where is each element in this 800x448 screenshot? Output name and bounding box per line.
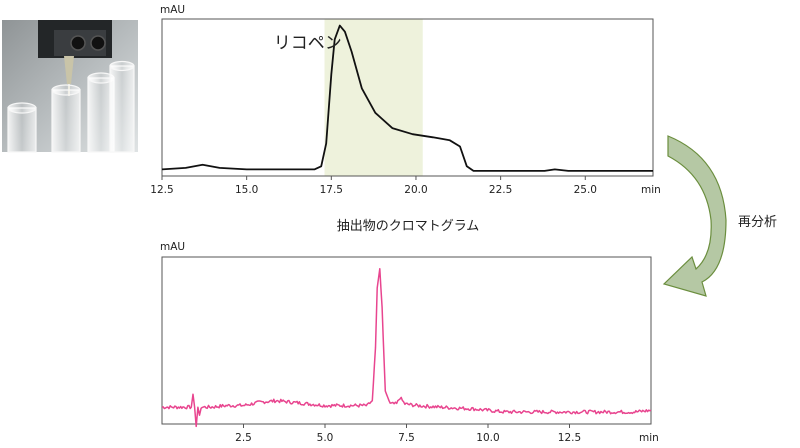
chart-top-ylabel: mAU [160,4,185,16]
chart-bottom-line [161,267,652,428]
chart-top-xtick-label: 12.5 [150,184,173,196]
curved-arrow-icon [662,135,727,297]
chart-top-plot-frame [161,18,654,177]
chart-bottom-ylabel: mAU [160,241,185,253]
autosampler-vials-photo [2,20,138,153]
chart-top-xtick-label: 25.0 [574,184,597,196]
chart-top: mAU 12.5 15.0 17.5 20.0 22.5 25.0 min リコペン 抽出物… [150,4,661,234]
reanalysis-arrow: 再分析 [662,135,777,297]
chart-top-xtick-label: 20.0 [404,184,427,196]
chart-top-xlabel: min [641,184,661,196]
chart-top-line [161,24,653,172]
chart-bottom-xtick-label: 5.0 [317,432,334,444]
chart-bottom-xlabel: min [639,432,659,444]
chart-bottom-xtick-label: 12.5 [558,432,581,444]
chart-bottom-xtick-label: 2.5 [235,432,252,444]
chart-top-xtick-label: 22.5 [489,184,512,196]
chart-top-xtick-label: 15.0 [235,184,258,196]
chart-top-title: 抽出物のクロマトグラム [337,219,480,234]
chart-top-highlight [324,19,423,176]
chart-bottom-plot-frame [161,256,652,425]
chart-top-annotation-lycopene: リコペン [274,34,342,54]
chart-top-xtick-label: 17.5 [320,184,343,196]
chart-bottom-xtick-label: 10.0 [476,432,499,444]
chart-bottom-xtick-label: 7.5 [398,432,415,444]
chart-bottom: mAU 2.5 5.0 7.5 10.0 12.5 min [160,241,659,444]
reanalysis-label: 再分析 [738,215,777,230]
